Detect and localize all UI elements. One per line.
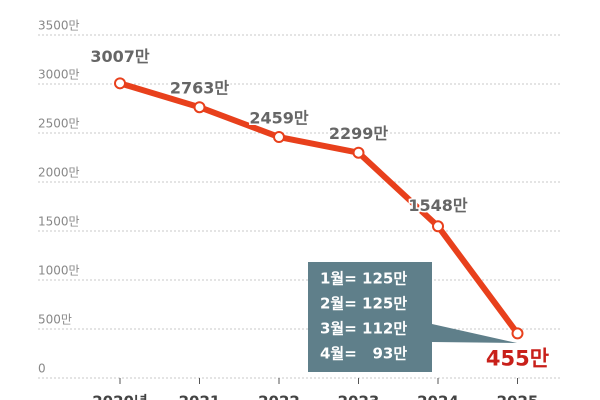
annotation-box — [308, 262, 432, 372]
value-label: 455만 — [486, 346, 549, 370]
annotation-text: 4월= 93만 — [320, 345, 407, 363]
point — [114, 77, 126, 90]
point — [432, 220, 444, 233]
value-label: 1548만 — [408, 196, 468, 215]
value-label: 3007만 — [90, 47, 150, 66]
point — [352, 146, 365, 159]
y-tick-label: 1500만 — [38, 215, 80, 229]
annotation-text: 2월= 125만 — [320, 295, 407, 313]
point — [193, 101, 206, 114]
annotation-text: 3월= 112만 — [320, 320, 407, 338]
x-tick-label: 2025 — [497, 393, 539, 400]
y-tick-label: 3500만 — [38, 19, 80, 33]
annotation-text: 1월= 125만 — [320, 270, 407, 288]
x-tick-label: 2020년 — [92, 393, 148, 400]
line — [119, 80, 520, 336]
y-tick-label: 500만 — [38, 313, 72, 327]
y-tick-label: 2500만 — [38, 117, 80, 131]
value-label: 2299만 — [329, 124, 389, 143]
value-label: 2459만 — [249, 109, 309, 128]
x-tick-label: 2022 — [258, 393, 300, 400]
x-tick-label: 2024 — [417, 393, 459, 400]
y-tick-label: 2000만 — [38, 166, 80, 180]
x-tick-label: 2023 — [338, 393, 380, 400]
value-label: 2763만 — [170, 79, 230, 98]
y-tick-label: 1000만 — [38, 264, 80, 278]
x-tick-label: 2021 — [179, 393, 221, 400]
point — [273, 131, 285, 144]
y-tick-label: 0 — [38, 362, 46, 376]
y-tick-label: 3000만 — [38, 68, 80, 82]
point — [511, 327, 524, 340]
annotation-pointer — [432, 324, 517, 343]
